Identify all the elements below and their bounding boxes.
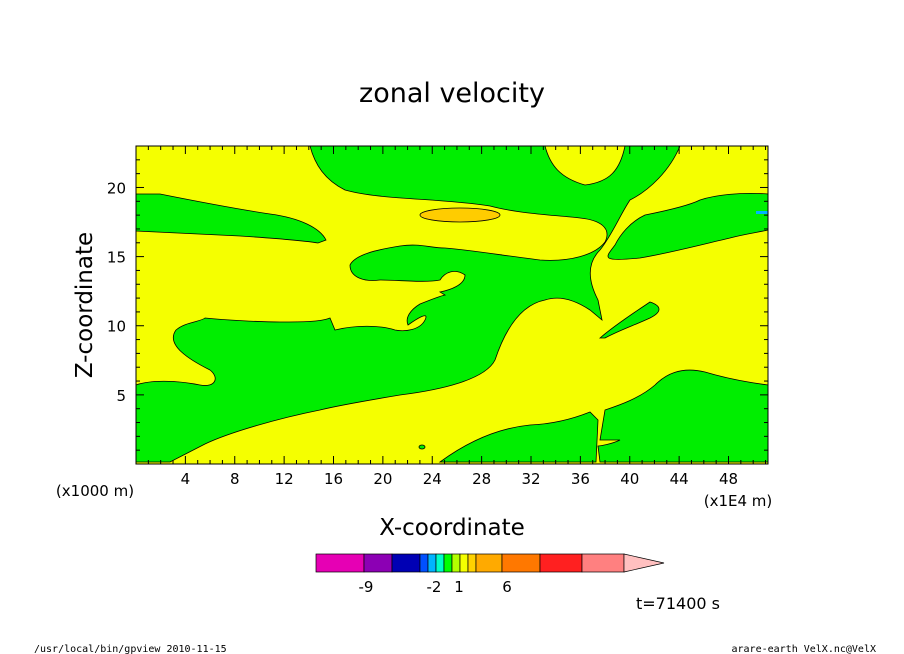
y-tick-label: 20 <box>107 179 126 197</box>
y-tick-label: 15 <box>107 249 126 267</box>
time-label: t=71400 s <box>636 594 720 613</box>
colorbar-swatch <box>451 553 461 573</box>
x-tick-label: 28 <box>472 470 491 488</box>
colorbar-swatch <box>539 553 583 573</box>
contour-region-green <box>418 444 426 450</box>
colorbar-swatch <box>363 553 393 573</box>
colorbar-swatch <box>467 553 477 573</box>
colorbar-label: 6 <box>502 578 512 596</box>
contour-region-green <box>597 369 769 463</box>
y-tick-label: 5 <box>116 387 126 405</box>
plot-frame <box>135 145 769 465</box>
colorbar-label: -2 <box>427 578 442 596</box>
contour-region-green <box>598 301 660 339</box>
colorbar-label: 1 <box>454 578 464 596</box>
footer-right: arare-earth_VelX.nc@VelX <box>732 644 877 654</box>
colorbar-swatch <box>427 553 437 573</box>
x-tick-label: 48 <box>719 470 738 488</box>
colorbar-swatch <box>435 553 445 573</box>
chart-title: zonal velocity <box>359 78 545 109</box>
plot-area <box>135 145 769 465</box>
colorbar-label: -9 <box>359 578 374 596</box>
x-tick-label: 40 <box>620 470 639 488</box>
y-tick-label: 10 <box>107 318 126 336</box>
colorbar-swatch <box>315 553 365 573</box>
contour-region-green <box>135 145 681 463</box>
colorbar-swatch <box>443 553 453 573</box>
contour-region-cyan <box>756 211 768 214</box>
x-axis: 4 8 12 16 20 24 28 32 36 40 44 48 <box>147 146 767 488</box>
contour-region-green <box>607 145 769 260</box>
colorbar-swatch <box>391 553 421 573</box>
x-tick-label: 8 <box>230 470 240 488</box>
x-tick-label: 32 <box>521 470 540 488</box>
colorbar-swatch <box>581 553 625 573</box>
y-scale-note: (x1000 m) <box>56 482 134 500</box>
contour-region-green <box>135 193 327 244</box>
x-scale-note: (x1E4 m) <box>704 492 773 510</box>
x-tick-label: 20 <box>373 470 392 488</box>
x-tick-label: 44 <box>670 470 689 488</box>
colorbar-extension <box>623 553 665 573</box>
colorbar-swatch <box>459 553 469 573</box>
colorbar-swatch <box>501 553 541 573</box>
colorbar-swatch <box>419 553 429 573</box>
contour-region-orange <box>419 207 501 223</box>
colorbar <box>315 553 665 573</box>
x-tick-label: 12 <box>275 470 294 488</box>
y-axis-label: Z-coordinate <box>72 232 98 378</box>
x-tick-label: 16 <box>324 470 343 488</box>
footer-left: /usr/local/bin/gpview 2010-11-15 <box>34 644 227 654</box>
x-tick-label: 24 <box>423 470 442 488</box>
contour-region-green <box>438 411 599 463</box>
colorbar-labels: -9 -2 1 6 <box>359 578 512 596</box>
colorbar-swatch <box>475 553 503 573</box>
y-axis: 5 10 15 20 <box>107 159 768 451</box>
x-tick-label: 4 <box>181 470 191 488</box>
x-tick-label: 36 <box>571 470 590 488</box>
x-axis-label: X-coordinate <box>379 515 525 541</box>
